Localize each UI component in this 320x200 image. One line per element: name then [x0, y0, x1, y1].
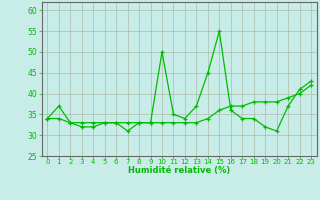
X-axis label: Humidité relative (%): Humidité relative (%) [128, 166, 230, 175]
